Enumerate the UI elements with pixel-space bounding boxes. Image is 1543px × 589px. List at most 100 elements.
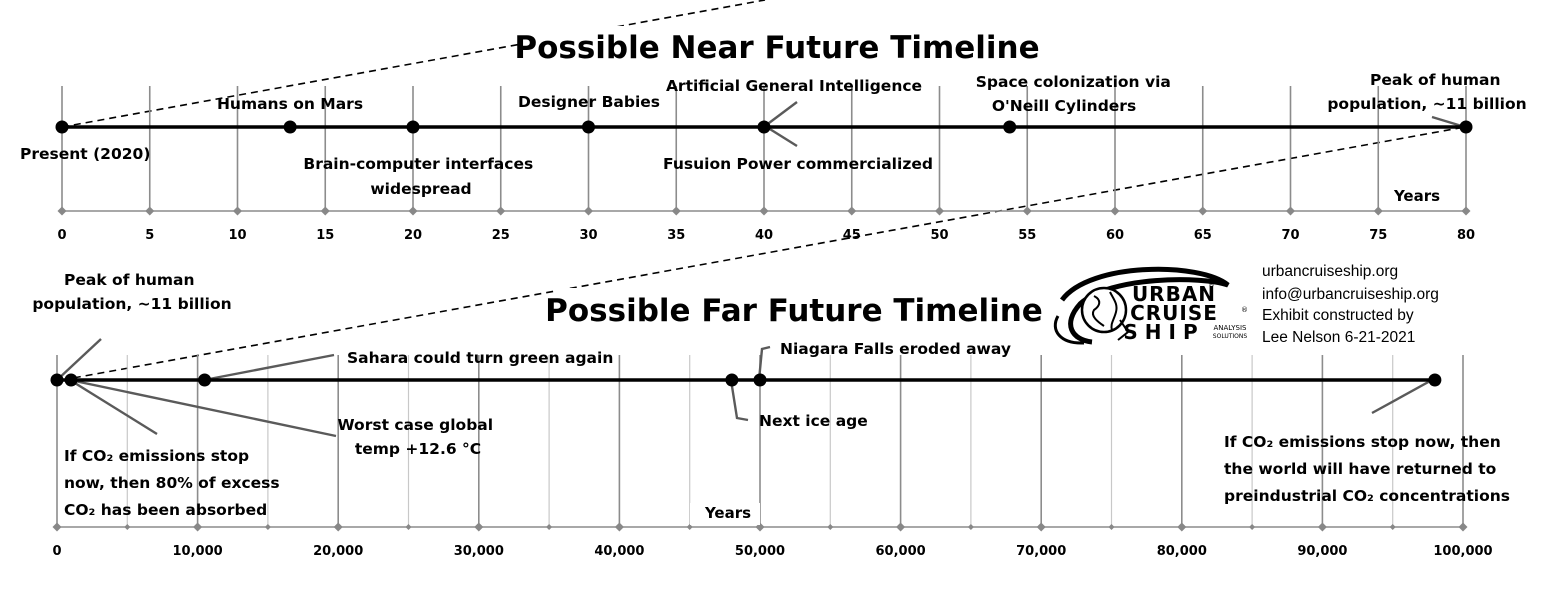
far-minor-tick-marker <box>124 524 131 530</box>
far-event-dot-peak <box>50 373 64 387</box>
far-minor-tick-marker <box>1249 524 1256 530</box>
ship-bow-icon <box>1117 319 1130 341</box>
contact-website: urbancruiseship.org <box>1262 263 1398 280</box>
far-tick-label: 90,000 <box>1297 544 1347 559</box>
event-worst-case-label: Worst case global temp +12.6 °C <box>338 416 499 458</box>
sahara-leader <box>203 353 335 382</box>
event-ice-age-label: Next ice age <box>759 412 868 430</box>
event-fusion-line: Fusuion Power commercialized <box>663 155 933 173</box>
near-tick-label: 50 <box>930 228 948 243</box>
far-tick-label: 0 <box>52 544 61 559</box>
event-bci-line-1: Brain-computer interfaces <box>303 155 533 173</box>
far-minor-tick-marker <box>827 524 834 530</box>
event-oneill-label: Space colonization via O'Neill Cylinders <box>976 73 1177 115</box>
near-tick-marker <box>1461 206 1471 216</box>
event-peak-near-label: Peak of human population, ~11 billion <box>1327 71 1526 113</box>
worst-case-leader <box>69 378 337 438</box>
globe-icon <box>1080 286 1128 334</box>
event-co2-absorbed-label: If CO₂ emissions stop now, then 80% of e… <box>64 447 285 519</box>
event-mars-line: Humans on Mars <box>217 95 363 113</box>
near-tick-marker <box>233 206 242 216</box>
near-tick-marker <box>935 206 944 216</box>
far-tick-marker <box>193 522 203 532</box>
logo-swoosh-top <box>1059 266 1230 345</box>
event-present-label: Present (2020) <box>20 145 150 163</box>
ice-age-leader <box>729 379 749 422</box>
near-tick-marker <box>320 206 330 216</box>
event-agi-line: Artificial General Intelligence <box>666 77 922 95</box>
near-tick-label: 40 <box>755 228 773 243</box>
near-tick-label: 80 <box>1457 228 1475 243</box>
event-bci-label: Brain-computer interfaces widespread <box>303 155 538 198</box>
event-preindustrial-line-3: preindustrial CO₂ concentrations <box>1224 487 1510 505</box>
event-present-line: Present (2020) <box>20 145 150 163</box>
fusion-leader <box>764 124 798 148</box>
near-event-dot-mars <box>283 120 297 134</box>
connector-lines <box>61 0 1466 381</box>
far-event-dot-preind <box>1428 373 1442 387</box>
agi-leader <box>764 101 798 127</box>
far-axis-label: Years <box>704 504 751 522</box>
contact-credit-line-1: Exhibit constructed by <box>1262 307 1414 324</box>
near-tick-marker <box>1022 206 1032 216</box>
near-tick-label: 30 <box>579 228 597 243</box>
near-tick-label: 75 <box>1369 228 1387 243</box>
far-tick-markers <box>52 522 1468 532</box>
near-title-backdrop <box>520 26 1030 68</box>
near-timeline: Possible Near Future Timeline 0 5 10 15 20 25… <box>20 26 1527 243</box>
near-tick-marker <box>57 206 67 216</box>
far-minor-tick-marker <box>686 524 693 530</box>
near-tick-marker <box>759 206 769 216</box>
far-event-dot-iceage <box>725 373 739 387</box>
event-niagara-label: Niagara Falls eroded away <box>780 340 1011 358</box>
near-tick-markers <box>57 206 1471 216</box>
event-mars-label: Humans on Mars <box>217 95 363 113</box>
near-tick-marker <box>408 206 418 216</box>
near-tick-label: 70 <box>1281 228 1299 243</box>
event-peak-far-line-2: population, ~11 billion <box>32 295 231 313</box>
near-tick-label: 15 <box>316 228 334 243</box>
near-tick-marker <box>1110 206 1120 216</box>
near-tick-label: 25 <box>492 228 510 243</box>
peak-far-leader <box>56 338 102 381</box>
far-minor-tick-marker <box>405 524 412 530</box>
event-ice-age-line: Next ice age <box>759 412 868 430</box>
near-event-dot-present <box>55 120 69 134</box>
logo-tag-line-2: SOLUTIONS <box>1213 333 1248 340</box>
contact-email: info@urbancruiseship.org <box>1262 286 1439 303</box>
far-tick-label: 30,000 <box>454 544 504 559</box>
event-niagara-line: Niagara Falls eroded away <box>780 340 1011 358</box>
near-tick-marker <box>584 206 593 216</box>
far-tick-marker <box>896 522 906 532</box>
event-co2-absorbed-line-2: now, then 80% of excess <box>64 474 280 492</box>
far-tick-marker <box>1317 522 1327 532</box>
far-timeline: 0 10,000 20,000 30,000 40,000 50,000 60,000 70,… <box>32 271 1510 559</box>
far-tick-marker <box>1177 522 1187 532</box>
near-tick-label: 35 <box>667 228 685 243</box>
far-minor-tick-marker <box>1108 524 1115 530</box>
far-minor-tick-marker <box>1389 524 1396 530</box>
far-tick-marker <box>52 522 62 532</box>
event-worst-case-line-2: temp +12.6 °C <box>355 440 481 458</box>
event-co2-absorbed-line-3: CO₂ has been absorbed <box>64 501 267 519</box>
registered-mark-icon-2: ® <box>1241 306 1248 314</box>
event-fusion-label: Fusuion Power commercialized <box>663 155 933 173</box>
far-tick-label: 20,000 <box>313 544 363 559</box>
far-tick-marker <box>614 522 624 532</box>
near-tick-marker <box>1373 206 1383 216</box>
near-tick-marker <box>671 206 681 216</box>
near-tick-marker <box>145 206 155 216</box>
contact-credit-line-2: Lee Nelson 6-21-2021 <box>1262 329 1415 346</box>
event-babies-line: Designer Babies <box>518 93 660 111</box>
near-tick-label: 20 <box>404 228 422 243</box>
near-tick-labels: 0 5 10 15 20 25 30 35 40 45 50 55 60 65 70 75 80 <box>57 228 1475 243</box>
far-tick-marker <box>1036 522 1046 532</box>
niagara-leader <box>757 345 771 381</box>
far-tick-label: 70,000 <box>1016 544 1066 559</box>
near-event-dot-bci <box>406 120 420 134</box>
near-tick-label: 60 <box>1106 228 1124 243</box>
registered-mark-icon: ® <box>1208 281 1215 289</box>
far-title: Possible Far Future Timeline <box>545 293 1043 329</box>
near-event-dot-agi <box>757 120 771 134</box>
